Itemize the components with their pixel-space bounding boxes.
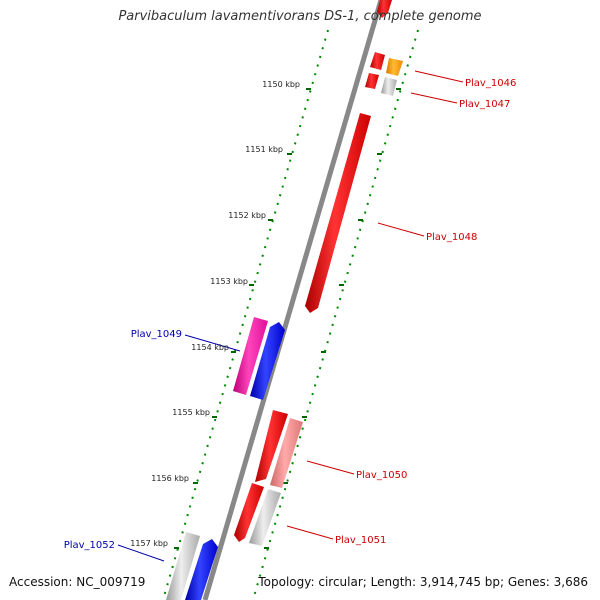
gene-plav-1047-gray xyxy=(381,77,397,96)
kbp-label: 1157 kbp xyxy=(130,539,168,548)
kbp-label: 1150 kbp xyxy=(262,80,300,89)
kbp-label: 1153 kbp xyxy=(210,277,248,286)
topology-text: Topology: circular; Length: 3,914,745 bp… xyxy=(258,575,588,589)
gene-label-plav-1052[interactable]: Plav_1052 xyxy=(64,540,115,551)
genome-backbone xyxy=(205,0,381,600)
gene-plav-1047-red xyxy=(365,73,379,89)
kbp-label: 1151 kbp xyxy=(245,145,283,154)
kbp-label: 1154 kbp xyxy=(191,343,229,352)
kbp-label: 1152 kbp xyxy=(228,211,266,220)
genome-title: Parvibaculum lavamentivorans DS-1, compl… xyxy=(0,9,600,24)
gene-label-plav-1047[interactable]: Plav_1047 xyxy=(459,99,510,110)
kbp-label: 1156 kbp xyxy=(151,474,189,483)
gene-label-plav-1049[interactable]: Plav_1049 xyxy=(131,329,182,340)
gene-label-plav-1051[interactable]: Plav_1051 xyxy=(335,535,386,546)
accession-text: Accession: NC_009719 xyxy=(9,575,145,589)
gene-label-plav-1046[interactable]: Plav_1046 xyxy=(465,78,516,89)
gene-label-plav-1048[interactable]: Plav_1048 xyxy=(426,232,477,243)
gene-plav-1046-orange xyxy=(386,58,403,76)
kbp-label: 1155 kbp xyxy=(172,408,210,417)
inner-dotted-track xyxy=(253,30,418,600)
gene-plav-1046-arrow xyxy=(370,52,385,70)
gene-label-plav-1050[interactable]: Plav_1050 xyxy=(356,470,407,481)
